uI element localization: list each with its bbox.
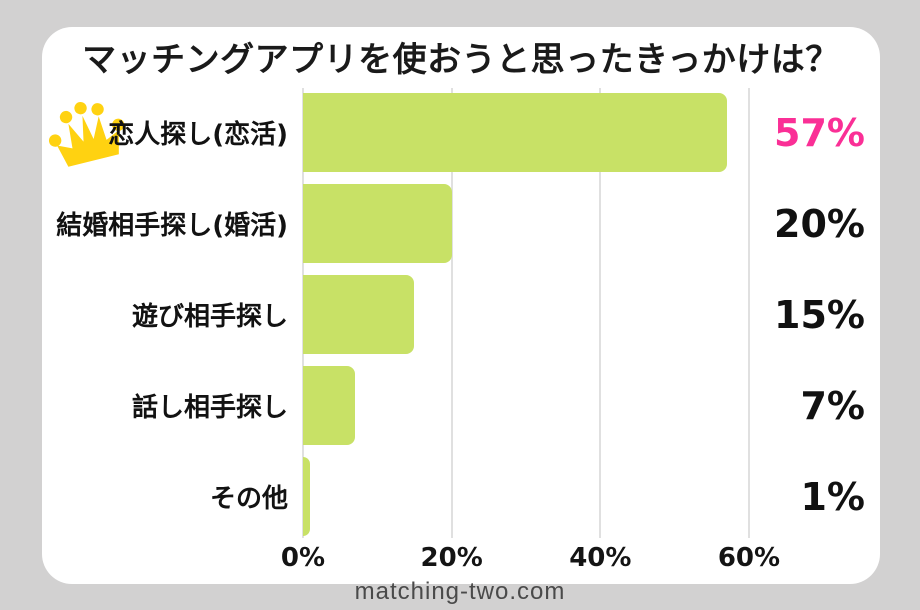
x-axis-tick-label: 0% bbox=[280, 543, 326, 573]
category-label: 恋人探し(恋活) bbox=[42, 93, 288, 172]
category-text: 遊び相手探し bbox=[131, 302, 288, 332]
bar bbox=[303, 93, 727, 172]
value-label: 57% bbox=[774, 110, 865, 155]
bar bbox=[303, 457, 311, 536]
plot-area: 恋人探し(恋活) 57% 結婚相手探し(婚活) 20% 遊び相手探し 15% 話… bbox=[42, 27, 880, 584]
bar-row: 遊び相手探し 15% bbox=[42, 275, 880, 354]
bar-row: 話し相手探し 7% bbox=[42, 366, 880, 445]
x-axis-tick-label: 20% bbox=[420, 543, 483, 573]
category-text: 話し相手探し bbox=[131, 393, 288, 423]
x-axis-tick-label: 40% bbox=[569, 543, 632, 573]
value-label: 1% bbox=[800, 474, 865, 519]
x-axis-tick-label: 60% bbox=[717, 543, 781, 573]
gridline-40pct bbox=[599, 88, 602, 538]
site-watermark: matching-two.com bbox=[354, 578, 566, 605]
gridline-20pct bbox=[450, 88, 453, 538]
value-label: 20% bbox=[774, 201, 865, 246]
bar-row: 恋人探し(恋活) 57% bbox=[42, 93, 880, 172]
bar bbox=[303, 184, 452, 263]
category-text: その他 bbox=[209, 484, 288, 514]
bar bbox=[303, 275, 415, 354]
category-label: 遊び相手探し bbox=[42, 275, 288, 354]
category-label: その他 bbox=[42, 457, 288, 536]
bar-row: 結婚相手探し(婚活) 20% bbox=[42, 184, 880, 263]
chart-title: マッチングアプリを使おうと思ったきっかけは？ bbox=[82, 40, 840, 80]
bar bbox=[303, 366, 356, 445]
value-label: 7% bbox=[800, 383, 865, 428]
chart-card: マッチングアプリを使おうと思ったきっかけは？ bbox=[42, 27, 880, 584]
bar-row: その他 1% bbox=[42, 457, 880, 536]
gridline-60pct bbox=[747, 88, 750, 538]
category-label: 話し相手探し bbox=[42, 366, 288, 445]
category-label: 結婚相手探し(婚活) bbox=[42, 184, 288, 263]
category-text: 恋人探し(恋活) bbox=[108, 120, 288, 150]
value-label: 15% bbox=[774, 292, 865, 337]
category-text: 結婚相手探し(婚活) bbox=[56, 211, 288, 241]
crown-icon bbox=[41, 91, 134, 178]
